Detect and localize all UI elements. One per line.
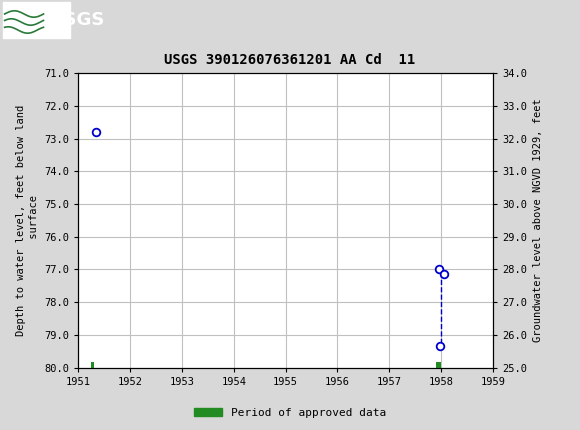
Legend: Period of approved data: Period of approved data [190, 403, 390, 422]
Bar [436, 362, 441, 369]
Y-axis label: Depth to water level, feet below land
 surface: Depth to water level, feet below land su… [16, 105, 39, 336]
Bar [91, 362, 95, 369]
Y-axis label: Groundwater level above NGVD 1929, feet: Groundwater level above NGVD 1929, feet [532, 98, 542, 342]
Text: USGS: USGS [49, 11, 104, 29]
Text: USGS 390126076361201 AA Cd  11: USGS 390126076361201 AA Cd 11 [164, 52, 416, 67]
